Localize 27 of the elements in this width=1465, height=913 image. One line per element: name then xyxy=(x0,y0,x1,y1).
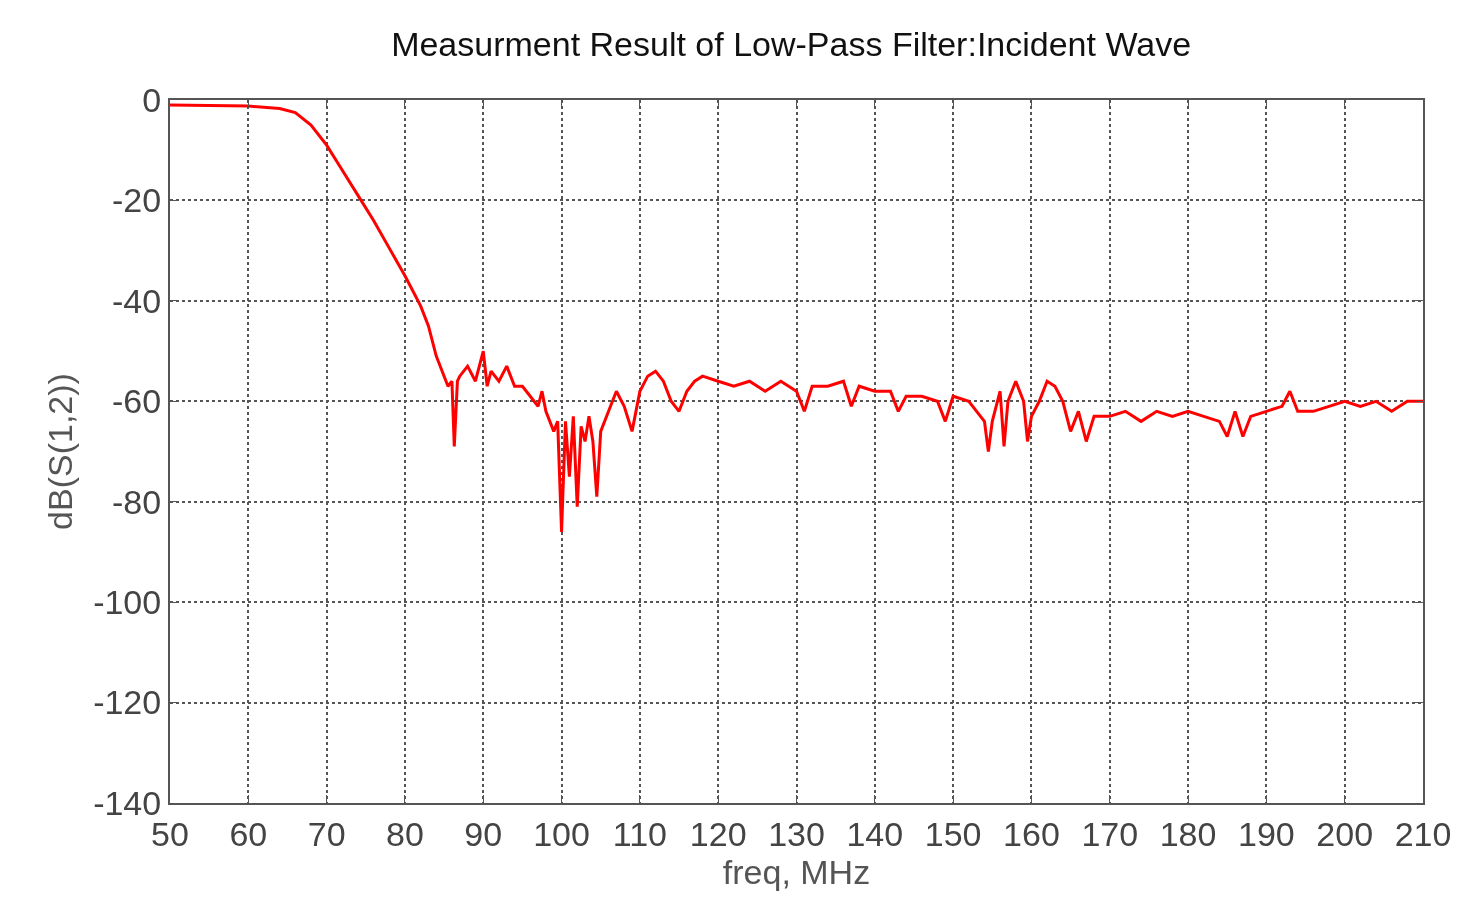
y-tick-label: -40 xyxy=(112,281,162,320)
x-tick-label: 120 xyxy=(689,814,747,853)
x-tick-label: 140 xyxy=(846,814,904,853)
x-tick-label: 170 xyxy=(1081,814,1139,853)
x-tick-label: 60 xyxy=(229,814,268,853)
x-axis-title: freq, MHz xyxy=(722,852,871,891)
x-tick-label: 100 xyxy=(533,814,590,853)
y-axis-title: dB(S(1,2)) xyxy=(41,373,80,530)
x-tick-label: 70 xyxy=(307,814,346,853)
y-tick-label: -100 xyxy=(93,583,162,622)
x-tick-label: 210 xyxy=(1394,814,1452,853)
x-tick-label: 150 xyxy=(924,814,982,853)
x-tick-label: 90 xyxy=(464,814,503,853)
y-tick-label: -20 xyxy=(112,181,162,220)
y-tick-label: -80 xyxy=(112,482,162,521)
x-tick-label: 190 xyxy=(1238,814,1295,853)
x-tick-label: 180 xyxy=(1159,814,1217,853)
y-tick-label: -60 xyxy=(112,382,162,421)
chart-title: Measurment Result of Low-Pass Filter:Incident Wave xyxy=(391,24,1192,63)
x-tick-label: 160 xyxy=(1003,814,1060,853)
x-tick-label: 200 xyxy=(1316,814,1374,853)
x-tick-label: 80 xyxy=(386,814,424,853)
x-tick-label: 110 xyxy=(612,814,667,853)
x-tick-label: 130 xyxy=(768,814,825,853)
y-tick-label: -120 xyxy=(93,683,162,722)
y-tick-label: 0 xyxy=(142,80,162,119)
line-series xyxy=(170,103,1423,534)
